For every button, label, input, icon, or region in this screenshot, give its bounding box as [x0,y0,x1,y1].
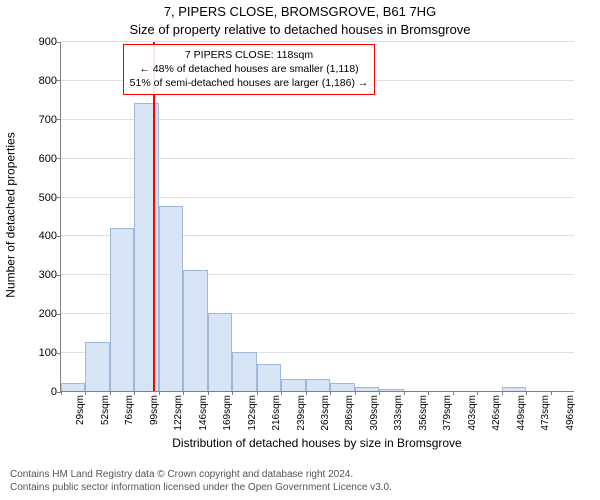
annotation-box: 7 PIPERS CLOSE: 118sqm← 48% of detached … [123,44,376,95]
xtick-mark [208,391,209,395]
y-axis-label: Number of detached properties [4,0,18,430]
ytick-mark [57,314,61,315]
annotation-line: ← 48% of detached houses are smaller (1,… [130,62,369,76]
xtick-label: 192sqm [247,395,258,431]
xtick-label: 333sqm [393,395,404,431]
footer-line1: Contains HM Land Registry data © Crown c… [10,469,392,482]
ytick-mark [57,119,61,120]
chart-title-line1: 7, PIPERS CLOSE, BROMSGROVE, B61 7HG [0,4,600,19]
xtick-mark [257,391,258,395]
xtick-label: 76sqm [124,395,135,425]
xtick-label: 52sqm [100,395,111,425]
chart-container: 7, PIPERS CLOSE, BROMSGROVE, B61 7HG Siz… [0,0,600,500]
ytick-mark [57,158,61,159]
histogram-bar [159,206,183,391]
xtick-mark [428,391,429,395]
ytick-label: 0 [51,386,57,398]
xtick-mark [306,391,307,395]
gridline [61,41,574,42]
xtick-label: 239sqm [296,395,307,431]
histogram-bar [330,383,354,391]
histogram-bar [355,387,379,391]
xtick-mark [61,391,62,395]
xtick-mark [355,391,356,395]
ytick-label: 500 [39,192,57,204]
histogram-bar [61,383,85,391]
xtick-label: 263sqm [320,395,331,431]
ytick-mark [57,275,61,276]
ytick-mark [57,42,61,43]
xtick-mark [281,391,282,395]
xtick-label: 496sqm [565,395,576,431]
plot-area: 010020030040050060070080090029sqm52sqm76… [60,42,574,392]
ytick-label: 100 [39,347,57,359]
ytick-mark [57,353,61,354]
chart-title-line2: Size of property relative to detached ho… [0,22,600,37]
ytick-mark [57,236,61,237]
ytick-label: 300 [39,269,57,281]
histogram-bar [85,342,109,391]
xtick-mark [159,391,160,395]
ytick-mark [57,80,61,81]
xtick-mark [330,391,331,395]
x-axis-label: Distribution of detached houses by size … [60,436,574,450]
xtick-mark [477,391,478,395]
xtick-mark [453,391,454,395]
xtick-mark [110,391,111,395]
xtick-label: 403sqm [467,395,478,431]
xtick-mark [85,391,86,395]
ytick-label: 400 [39,230,57,242]
histogram-bar [281,379,305,391]
histogram-bar [183,270,207,391]
annotation-line: 51% of semi-detached houses are larger (… [130,76,369,90]
xtick-label: 426sqm [491,395,502,431]
histogram-bar [110,228,134,391]
xtick-mark [526,391,527,395]
xtick-label: 309sqm [369,395,380,431]
histogram-bar [208,313,232,391]
annotation-line: 7 PIPERS CLOSE: 118sqm [130,48,369,62]
xtick-mark [232,391,233,395]
ytick-label: 700 [39,114,57,126]
xtick-label: 146sqm [198,395,209,431]
histogram-bar [232,352,256,391]
xtick-label: 29sqm [75,395,86,425]
histogram-bar [379,389,403,391]
xtick-mark [183,391,184,395]
footer-attribution: Contains HM Land Registry data © Crown c… [10,469,392,494]
xtick-label: 169sqm [222,395,233,431]
xtick-label: 216sqm [271,395,282,431]
xtick-mark [404,391,405,395]
xtick-label: 99sqm [149,395,160,425]
xtick-label: 122sqm [173,395,184,431]
ytick-label: 200 [39,308,57,320]
ytick-label: 600 [39,153,57,165]
footer-line2: Contains public sector information licen… [10,482,392,495]
xtick-mark [502,391,503,395]
ytick-label: 800 [39,75,57,87]
histogram-bar [306,379,330,391]
ytick-label: 900 [39,36,57,48]
xtick-label: 449sqm [516,395,527,431]
xtick-label: 286sqm [344,395,355,431]
xtick-label: 356sqm [418,395,429,431]
histogram-bar [257,364,281,391]
xtick-mark [551,391,552,395]
ytick-mark [57,197,61,198]
histogram-bar [502,387,526,391]
xtick-mark [134,391,135,395]
xtick-label: 379sqm [442,395,453,431]
xtick-label: 473sqm [540,395,551,431]
xtick-mark [379,391,380,395]
